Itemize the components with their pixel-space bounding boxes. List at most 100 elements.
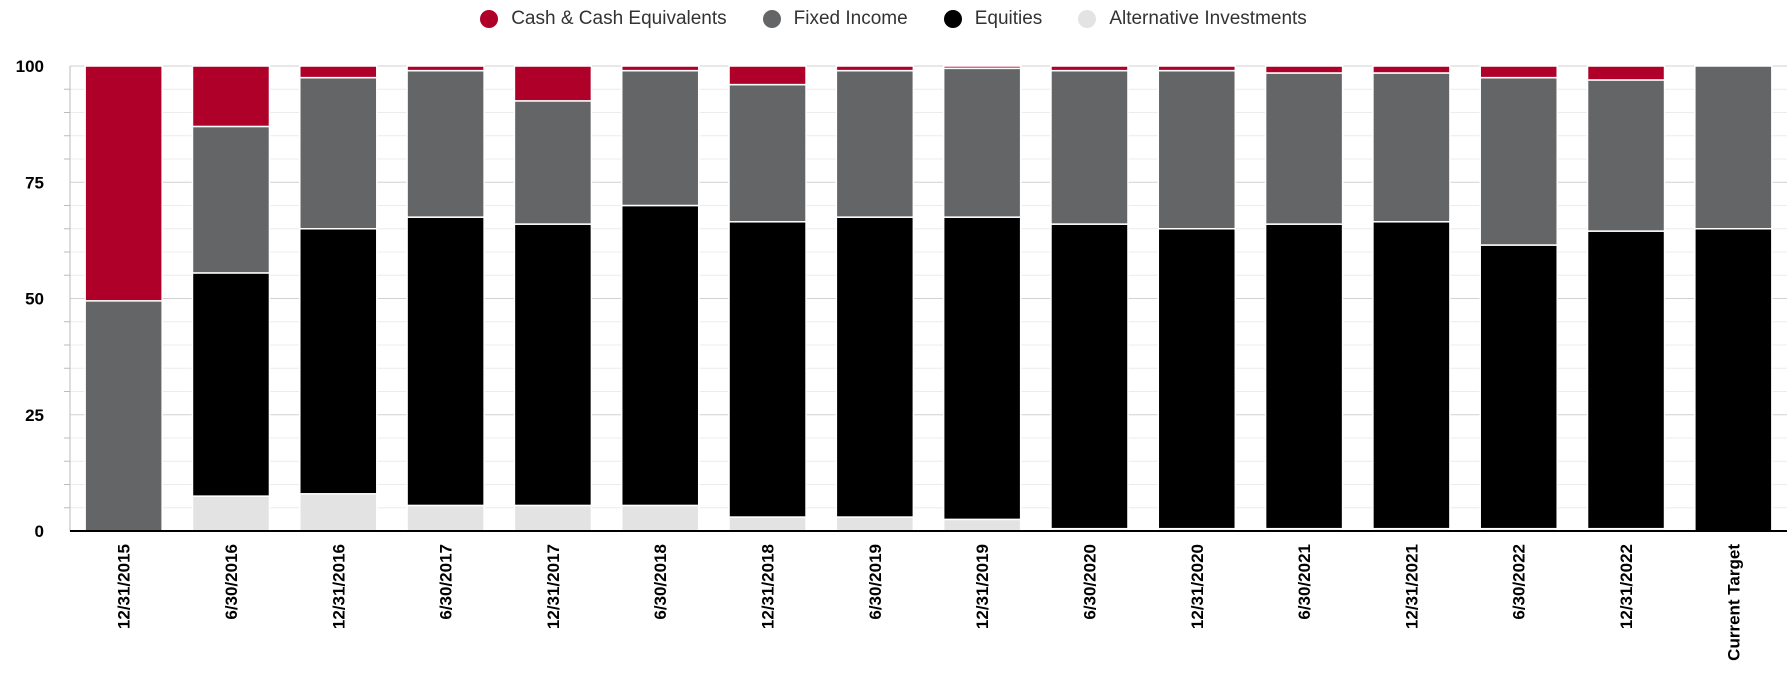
bar-stack-6-30-2018[interactable]	[620, 65, 700, 532]
bar-segment-alternative-investments[interactable]	[728, 516, 807, 532]
bar-segment-cash-cash-equivalents[interactable]	[299, 65, 378, 79]
bar-stack-12-31-2016[interactable]	[299, 65, 378, 532]
bar-segment-alternative-investments[interactable]	[835, 516, 915, 532]
chart-legend: Cash & Cash Equivalents Fixed Income Equit…	[0, 6, 1787, 32]
bars	[84, 65, 1773, 532]
bar-segment-fixed-income[interactable]	[406, 69, 485, 218]
y-tick-label: 100	[16, 57, 44, 76]
bar-segment-cash-cash-equivalents[interactable]	[942, 65, 1022, 70]
bar-segment-equities[interactable]	[728, 221, 807, 518]
bar-segment-cash-cash-equivalents[interactable]	[1479, 65, 1558, 79]
bar-segment-equities[interactable]	[835, 216, 915, 518]
bar-segment-equities[interactable]	[191, 272, 271, 497]
bar-segment-alternative-investments[interactable]	[620, 504, 700, 532]
bar-stack-6-30-2016[interactable]	[191, 65, 271, 532]
x-tick-label: 12/31/2017	[544, 544, 563, 629]
bar-segment-equities[interactable]	[513, 223, 593, 507]
bar-segment-equities[interactable]	[620, 204, 700, 507]
x-tick-label: 6/30/2019	[866, 544, 885, 620]
bar-segment-fixed-income[interactable]	[620, 69, 700, 207]
bar-segment-alternative-investments[interactable]	[513, 504, 593, 532]
legend-label: Alternative Investments	[1109, 8, 1307, 29]
bar-stack-6-30-2022[interactable]	[1479, 65, 1558, 532]
x-tick-label: Current Target	[1724, 544, 1743, 661]
bar-segment-cash-cash-equivalents[interactable]	[835, 65, 915, 72]
bar-segment-equities[interactable]	[1050, 223, 1129, 530]
legend-marker-alternative-investments	[1078, 10, 1097, 28]
bar-segment-fixed-income[interactable]	[1050, 69, 1129, 225]
x-tick-label: 12/31/2020	[1188, 544, 1207, 629]
bar-stack-current-target[interactable]	[1694, 65, 1773, 532]
bar-segment-fixed-income[interactable]	[191, 125, 271, 274]
bar-segment-equities[interactable]	[1372, 221, 1451, 530]
bar-segment-fixed-income[interactable]	[84, 300, 163, 532]
bar-segment-fixed-income[interactable]	[1372, 72, 1451, 223]
legend-marker-equities	[943, 10, 962, 28]
y-tick-label: 75	[25, 173, 44, 192]
bar-segment-cash-cash-equivalents[interactable]	[406, 65, 485, 72]
bar-segment-fixed-income[interactable]	[299, 76, 378, 230]
bar-segment-equities[interactable]	[1479, 244, 1558, 530]
legend-item-alternative-investments[interactable]: Alternative Investments	[1078, 8, 1307, 30]
bar-segment-cash-cash-equivalents[interactable]	[84, 65, 163, 302]
bar-segment-cash-cash-equivalents[interactable]	[728, 65, 807, 86]
bar-segment-equities[interactable]	[406, 216, 485, 507]
legend-item-fixed-income[interactable]: Fixed Income	[762, 8, 908, 30]
x-tick-label: 12/31/2021	[1402, 544, 1421, 629]
bar-segment-alternative-investments[interactable]	[191, 495, 271, 532]
legend-item-equities[interactable]: Equities	[943, 8, 1043, 30]
bar-segment-alternative-investments[interactable]	[406, 504, 485, 532]
legend-label: Fixed Income	[793, 8, 908, 29]
bar-segment-cash-cash-equivalents[interactable]	[1372, 65, 1451, 74]
bar-segment-cash-cash-equivalents[interactable]	[1050, 65, 1129, 72]
bar-segment-fixed-income[interactable]	[513, 100, 593, 225]
bar-segment-equities[interactable]	[1694, 228, 1773, 532]
bar-segment-equities[interactable]	[1264, 223, 1344, 530]
x-tick-label: 12/31/2015	[115, 544, 134, 629]
bar-stack-12-31-2022[interactable]	[1586, 65, 1666, 532]
legend-item-cash-cash-equivalents[interactable]: Cash & Cash Equivalents	[480, 8, 727, 30]
bar-stack-6-30-2019[interactable]	[835, 65, 915, 532]
bar-segment-equities[interactable]	[942, 216, 1022, 521]
bar-segment-cash-cash-equivalents[interactable]	[620, 65, 700, 72]
bar-segment-fixed-income[interactable]	[942, 67, 1022, 218]
bar-stack-6-30-2020[interactable]	[1050, 65, 1129, 532]
bar-segment-alternative-investments[interactable]	[942, 518, 1022, 532]
bar-stack-6-30-2017[interactable]	[406, 65, 485, 532]
legend-marker-fixed-income	[762, 10, 781, 28]
x-tick-label: 6/30/2016	[222, 544, 241, 620]
bar-segment-cash-cash-equivalents[interactable]	[1586, 65, 1666, 81]
x-tick-label: 6/30/2021	[1295, 544, 1314, 620]
bar-stack-12-31-2018[interactable]	[728, 65, 807, 532]
bar-segment-alternative-investments[interactable]	[299, 493, 378, 532]
bar-segment-cash-cash-equivalents[interactable]	[1157, 65, 1237, 72]
bar-stack-12-31-2020[interactable]	[1157, 65, 1237, 532]
bar-segment-fixed-income[interactable]	[1479, 76, 1558, 246]
bar-segment-equities[interactable]	[1157, 228, 1237, 530]
x-tick-label: 12/31/2019	[973, 544, 992, 629]
bar-segment-fixed-income[interactable]	[1694, 65, 1773, 230]
bar-stack-12-31-2021[interactable]	[1372, 65, 1451, 532]
bar-segment-fixed-income[interactable]	[1157, 69, 1237, 230]
x-tick-label: 12/31/2018	[759, 544, 778, 629]
bar-segment-fixed-income[interactable]	[1264, 72, 1344, 225]
legend-marker-cash-cash-equivalents	[480, 10, 499, 28]
x-tick-label: 12/31/2016	[329, 544, 348, 629]
bar-segment-equities[interactable]	[299, 228, 378, 495]
bar-segment-cash-cash-equivalents[interactable]	[1264, 65, 1344, 74]
bar-segment-fixed-income[interactable]	[728, 83, 807, 223]
bar-stack-12-31-2015[interactable]	[84, 65, 163, 532]
bar-stack-12-31-2017[interactable]	[513, 65, 593, 532]
bar-segment-cash-cash-equivalents[interactable]	[513, 65, 593, 102]
x-tick-label: 6/30/2018	[651, 544, 670, 620]
legend-label: Cash & Cash Equivalents	[511, 8, 727, 29]
bar-segment-cash-cash-equivalents[interactable]	[191, 65, 271, 128]
bar-stack-12-31-2019[interactable]	[942, 65, 1022, 532]
bar-segment-fixed-income[interactable]	[835, 69, 915, 218]
bar-segment-fixed-income[interactable]	[1586, 79, 1666, 232]
legend-label: Equities	[974, 8, 1043, 29]
bar-segment-equities[interactable]	[1586, 230, 1666, 530]
bar-stack-6-30-2021[interactable]	[1264, 65, 1344, 532]
y-tick-label: 50	[25, 290, 44, 309]
x-tick-label: 6/30/2022	[1510, 544, 1529, 620]
